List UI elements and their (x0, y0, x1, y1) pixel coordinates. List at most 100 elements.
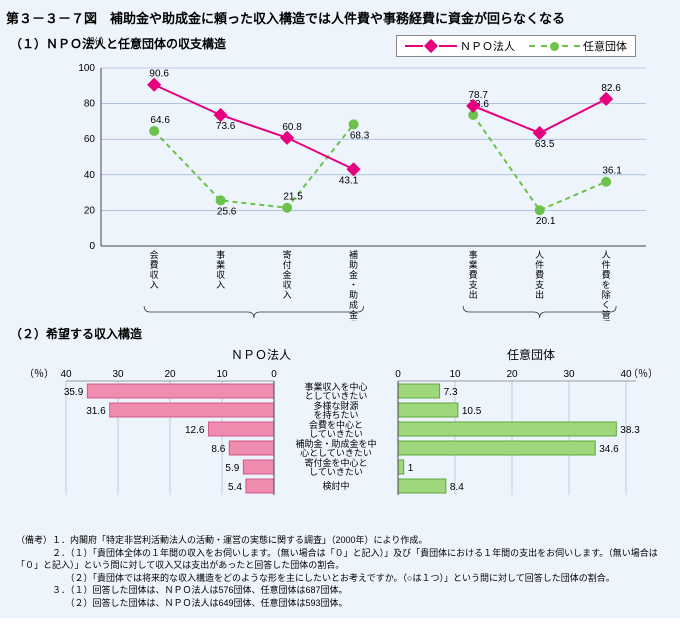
svg-text:支: 支 (469, 279, 478, 290)
svg-text:64.6: 64.6 (150, 115, 170, 126)
svg-text:理: 理 (602, 320, 611, 321)
page-title: 第３－３－７図 補助金や助成金に頼った収入構造では人件費や事務経費に資金が回らな… (6, 4, 674, 33)
svg-text:30: 30 (112, 369, 124, 380)
svg-text:40: 40 (60, 369, 72, 380)
svg-text:73.6: 73.6 (216, 121, 236, 132)
svg-text:入: 入 (216, 280, 225, 290)
chart1: （１）ＮＰＯ法人と任意団体の収支構造 ＮＰＯ法人 任意団体 （％） 020406… (6, 33, 666, 323)
svg-text:収: 収 (349, 319, 358, 321)
svg-text:80: 80 (84, 99, 96, 110)
svg-text:0: 0 (271, 369, 277, 380)
svg-text:10: 10 (449, 369, 461, 380)
svg-text:会: 会 (150, 249, 159, 260)
legend: ＮＰＯ法人 任意団体 (396, 35, 636, 57)
svg-text:事: 事 (216, 249, 225, 260)
chart2-left-title: ＮＰＯ法人 (126, 346, 396, 363)
svg-text:していきたい: していきたい (309, 467, 363, 477)
svg-text:を: を (602, 280, 611, 290)
svg-text:12.6: 12.6 (185, 425, 205, 436)
svg-text:21.5: 21.5 (283, 192, 303, 203)
svg-text:費: 費 (469, 269, 478, 280)
svg-text:5.4: 5.4 (228, 482, 242, 493)
svg-text:20: 20 (506, 369, 518, 380)
svg-text:60.8: 60.8 (282, 122, 302, 133)
svg-text:支: 支 (535, 279, 544, 290)
svg-text:金: 金 (283, 269, 292, 280)
svg-text:10.5: 10.5 (462, 406, 482, 417)
svg-text:20.1: 20.1 (536, 216, 556, 227)
svg-text:43.1: 43.1 (339, 175, 359, 186)
svg-text:費: 費 (602, 269, 611, 280)
chart2: （２）希望する収入構造 ＮＰＯ法人 任意団体 00101020203030404… (6, 323, 666, 528)
svg-text:30: 30 (563, 369, 575, 380)
svg-text:収: 収 (150, 269, 159, 280)
chart1-svg: 02040608010064.625.621.568.373.620.136.1… (6, 56, 666, 321)
svg-text:業: 業 (469, 259, 478, 270)
svg-text:34.6: 34.6 (599, 444, 619, 455)
svg-text:成: 成 (349, 299, 358, 310)
svg-text:78.7: 78.7 (468, 90, 488, 101)
svg-text:管: 管 (602, 309, 611, 320)
svg-text:0: 0 (395, 369, 401, 380)
svg-text:除: 除 (602, 289, 611, 300)
svg-text:検討中: 検討中 (322, 480, 349, 491)
svg-text:費: 費 (535, 269, 544, 280)
svg-text:入: 入 (150, 280, 159, 290)
svg-text:金: 金 (349, 309, 358, 320)
footnotes: （備考）１．内閣府「特定非営利活動法人の活動・運営の実態に関する調査」（2000… (6, 528, 674, 612)
svg-text:・: ・ (349, 280, 358, 290)
chart2-svg: 001010202030304040（％）（％）35.97.3事業収入を中心とし… (6, 363, 666, 523)
svg-text:入: 入 (283, 290, 292, 300)
svg-text:25.6: 25.6 (217, 206, 237, 217)
svg-text:8.6: 8.6 (211, 444, 225, 455)
svg-text:件: 件 (535, 259, 544, 270)
svg-text:1: 1 (408, 463, 414, 474)
svg-text:金: 金 (349, 269, 358, 280)
svg-text:40: 40 (84, 170, 96, 181)
svg-text:8.4: 8.4 (450, 482, 464, 493)
svg-text:を持ちたい: を持ちたい (313, 409, 358, 420)
svg-text:38.3: 38.3 (620, 425, 640, 436)
svg-text:82.6: 82.6 (601, 83, 621, 94)
svg-text:付: 付 (283, 260, 292, 270)
svg-text:件: 件 (602, 259, 611, 270)
svg-text:事: 事 (469, 249, 478, 260)
svg-text:63.5: 63.5 (535, 139, 555, 150)
note: （備考）１．内閣府「特定非営利活動法人の活動・運営の実態に関する調査」（2000… (16, 534, 664, 547)
chart2-right-title: 任意団体 (396, 346, 666, 363)
svg-text:心としていきたい: 心としていきたい (300, 448, 372, 458)
svg-text:収: 収 (283, 279, 292, 290)
svg-text:助: 助 (349, 289, 358, 300)
svg-text:68.3: 68.3 (350, 130, 370, 141)
svg-text:10: 10 (216, 369, 228, 380)
svg-text:費: 費 (150, 259, 159, 270)
svg-text:20: 20 (164, 369, 176, 380)
note: ２．（１）「貴団体全体の１年間の収入をお伺いします。（無い場合は「０」と記入）」… (16, 547, 664, 572)
chart2-heading: （２）希望する収入構造 (6, 323, 666, 346)
note: ３．（１）回答した団体は、ＮＰＯ法人は576団体、任意団体は687団体。 (16, 584, 664, 597)
svg-text:していきたい: していきたい (309, 429, 363, 439)
svg-text:0: 0 (89, 241, 95, 252)
chart1-ylabel: （％） (80, 33, 110, 48)
svg-text:寄: 寄 (283, 249, 292, 260)
svg-text:支出: 支出 (530, 320, 550, 321)
svg-text:補: 補 (349, 249, 358, 260)
svg-text:60: 60 (84, 134, 96, 145)
svg-text:としていきたい: としていきたい (305, 391, 368, 401)
svg-text:7.3: 7.3 (444, 387, 458, 398)
svg-text:20: 20 (84, 205, 96, 216)
svg-text:出: 出 (535, 289, 544, 300)
svg-text:（％）: （％） (24, 368, 54, 380)
svg-text:5.9: 5.9 (225, 463, 239, 474)
svg-text:出: 出 (469, 289, 478, 300)
svg-text:35.9: 35.9 (64, 387, 84, 398)
svg-text:助: 助 (349, 259, 358, 270)
svg-text:人: 人 (535, 250, 544, 260)
svg-text:36.1: 36.1 (602, 166, 622, 177)
svg-text:（％）: （％） (628, 368, 658, 380)
svg-text:く: く (602, 300, 611, 310)
svg-text:業: 業 (216, 259, 225, 270)
svg-text:90.6: 90.6 (149, 69, 169, 80)
svg-text:収: 収 (216, 269, 225, 280)
legend-b-label: 任意団体 (583, 38, 627, 54)
